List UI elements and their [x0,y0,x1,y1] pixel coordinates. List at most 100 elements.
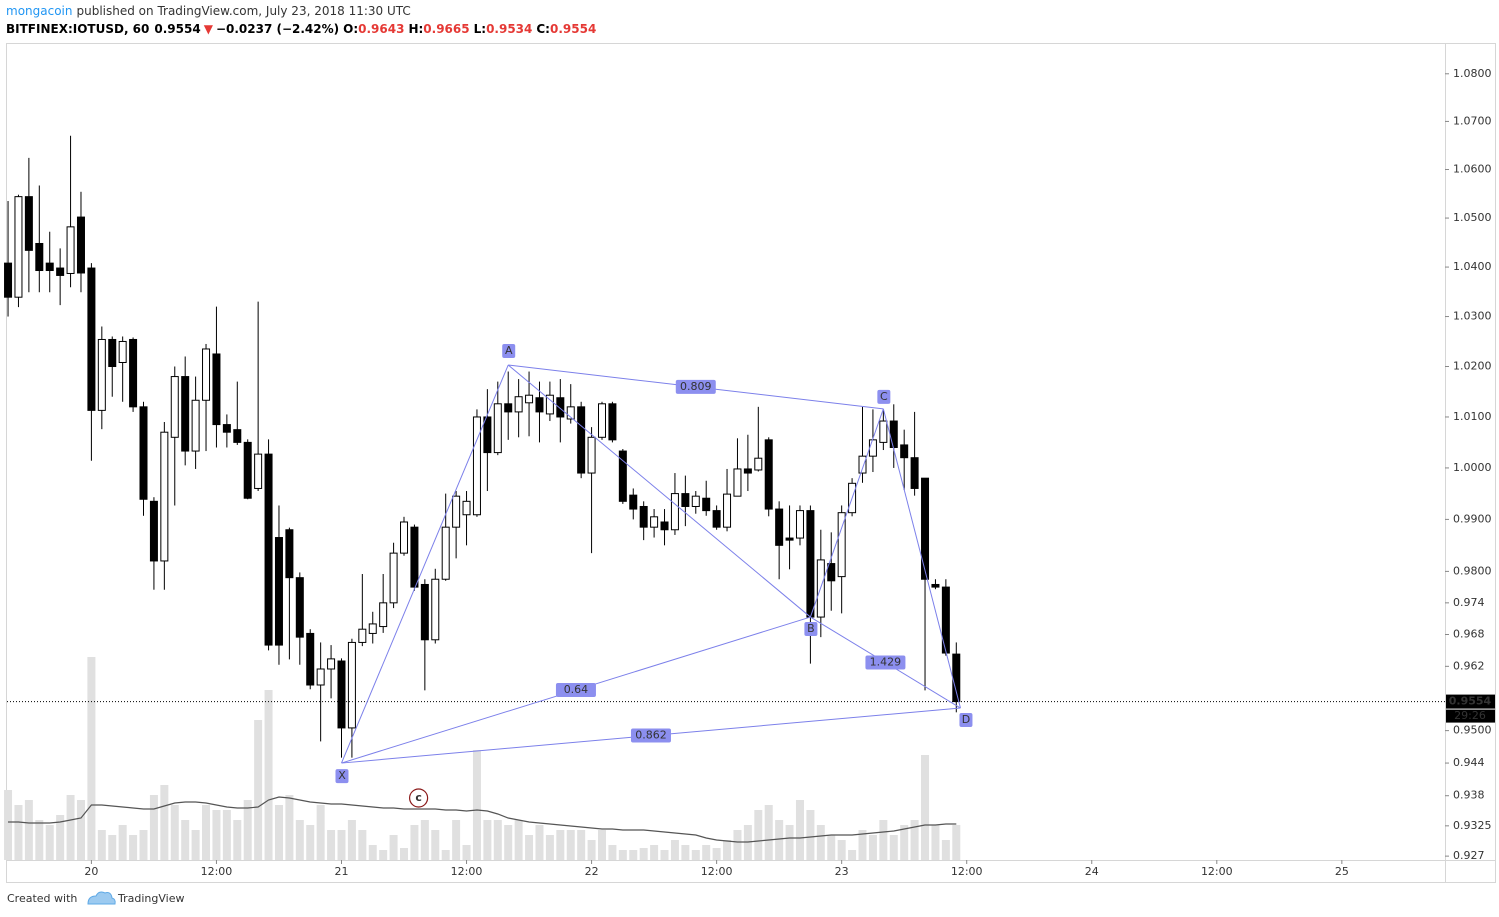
candle-body [14,196,23,298]
candle-body [285,529,294,579]
volume-bar [202,805,211,860]
volume-bar [795,800,804,860]
candle-body [577,406,586,474]
volume-bar [243,800,252,860]
candle-body [879,420,888,443]
volume-bar [858,830,867,860]
candle-body [472,416,481,516]
candle-body [639,505,648,528]
volume-bar [274,805,283,860]
volume-bar [921,755,930,860]
ohlc-value: 0.9534 [486,22,532,36]
volume-bar [254,720,263,860]
point-box [804,622,818,637]
volume-bar [775,820,784,860]
candle-body [87,267,96,411]
volume-bar [691,850,700,860]
author[interactable]: mongacoin [6,4,73,18]
volume-bar [76,800,85,860]
candle-body [389,552,398,604]
candle-body [712,510,721,528]
footer-brand[interactable]: TradingView [117,892,184,905]
candle-body [764,439,773,510]
ohlc-key: L: [474,22,486,36]
candle-body [702,497,711,512]
footer-created: Created with [7,892,77,905]
ratio-label: 0.64 [564,683,589,696]
candle-body [545,394,554,415]
candle-body [316,668,325,686]
y-tick-label: 0.9800 [1453,564,1492,577]
volume-bar [379,850,388,860]
candle-body [868,439,877,457]
volume-bar [285,795,294,860]
volume-bar [233,820,242,860]
volume-bar [368,845,377,860]
candle-body [431,578,440,641]
candle-body [212,353,221,426]
volume-bar [441,850,450,860]
ohlc-key: C: [536,22,550,36]
y-tick-label: 0.927 [1453,849,1485,862]
candle-body [379,602,388,628]
volume-bar [4,790,13,860]
volume-bar [545,835,554,860]
volume-bar [879,820,888,860]
candle-body [35,242,44,272]
change: −0.0237 (−2.42%) [216,22,339,36]
plot-layer: 1.0800 1.0700 1.0600 1.0500 1.0400 1.0300 1.02… [4,67,1495,878]
last: 0.9554 [154,22,200,36]
y-tick-label: 1.0200 [1453,360,1492,373]
candle-body [629,494,638,510]
volume-bar [837,840,846,860]
candle-body [483,416,492,454]
candle-body [514,396,523,413]
volume-ma-line [8,796,957,843]
x-tick-label: 12:00 [701,865,733,878]
candle-body [118,340,127,363]
volume-bar [472,750,481,860]
volume-bar [785,825,794,860]
candle-body [827,563,836,582]
y-tick-label: 1.0700 [1453,114,1492,127]
candle-body [597,403,606,438]
volume-bar [504,825,513,860]
ratio-box [675,379,716,394]
volume-bar [483,820,492,860]
ohlc-value: 0.9643 [358,22,404,36]
candle-body [264,453,273,646]
volume-bar [525,835,534,860]
point-label: A [505,344,513,357]
volume-bar [764,805,773,860]
candle-body [56,267,65,276]
volume-bar [848,850,857,860]
volume-bar [723,840,732,860]
volume-bar [618,850,627,860]
candle-body [129,338,138,408]
candle-body [108,338,117,368]
point-box [877,389,891,404]
candle-body [660,521,669,531]
volume-bar [712,848,721,860]
volume-bar [56,815,65,860]
volume-bar [566,830,575,860]
point-box [959,713,973,728]
volume-bar [493,820,502,860]
y-tick-label: 1.0800 [1453,67,1492,80]
symbol-line: BITFINEX:IOTUSD, 60 0.9554 ▼ −0.0237 (−2.42… [6,22,596,36]
candle-body [806,510,815,618]
candle-body [222,424,231,433]
volume-bar [639,848,648,860]
volume-bar [597,830,606,860]
candle-body [233,429,242,443]
volume-bar [827,835,836,860]
candle-body [504,403,513,413]
x-tick-label: 23 [835,865,849,878]
candle-body [243,441,252,499]
volume-bar [754,810,763,860]
candle-body [452,495,461,528]
volume-bar [733,830,742,860]
ratio-label: 1.429 [870,656,902,669]
candle-body [858,455,867,474]
ohlc-key: O: [343,22,358,36]
